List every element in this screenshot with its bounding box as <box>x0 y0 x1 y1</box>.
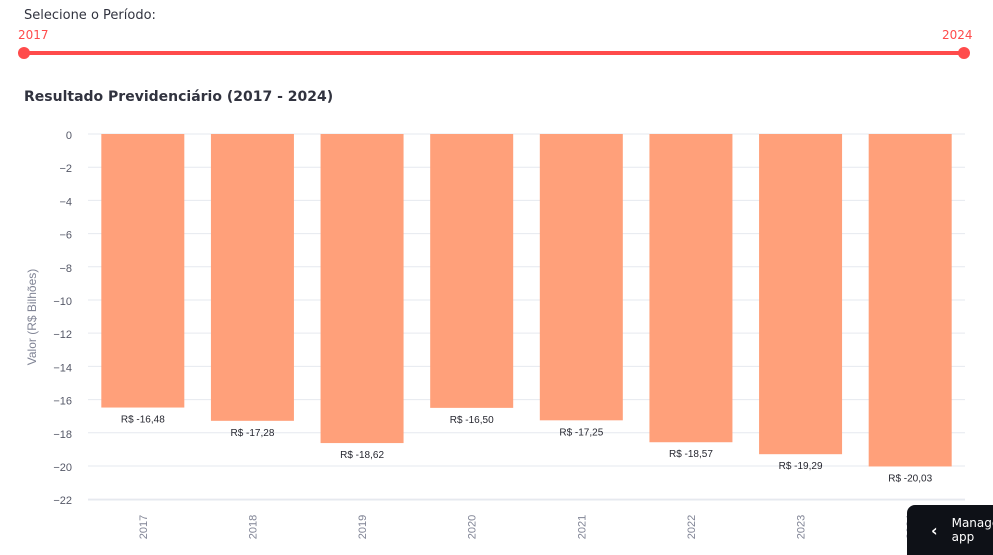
slider-label: Selecione o Período: <box>24 8 156 23</box>
y-tick-label: −2 <box>59 163 72 175</box>
y-tick-label: 0 <box>66 130 72 142</box>
y-tick-label: −18 <box>53 429 72 441</box>
y-tick-label: −12 <box>53 329 72 341</box>
slider-thumb-end[interactable] <box>958 47 970 59</box>
y-tick-label: −14 <box>53 362 72 374</box>
slider-min-value: 2017 <box>18 28 49 42</box>
data-label: R$ -19,29 <box>779 461 823 472</box>
y-tick-label: −4 <box>59 196 72 208</box>
bar-2024 <box>868 134 952 467</box>
x-tick-label: 2018 <box>247 515 259 539</box>
data-label: R$ -16,50 <box>450 415 494 426</box>
bar-2022 <box>649 134 733 443</box>
bar-2017 <box>101 134 185 408</box>
x-tick-label: 2023 <box>796 515 808 539</box>
manage-app-label: Manage app <box>951 516 993 544</box>
y-tick-label: −16 <box>53 396 72 408</box>
y-tick-label: −10 <box>53 296 72 308</box>
data-label: R$ -18,62 <box>340 450 384 461</box>
data-label: R$ -17,28 <box>230 428 274 439</box>
y-tick-label: −20 <box>53 462 72 474</box>
y-tick-label: −8 <box>59 263 72 275</box>
x-tick-label: 2017 <box>138 515 150 539</box>
bar-2020 <box>430 134 514 408</box>
bar-2018 <box>210 134 294 421</box>
data-label: R$ -17,25 <box>559 427 603 438</box>
chart-title: Resultado Previdenciário (2017 - 2024) <box>24 89 334 105</box>
y-axis-title: Valor (R$ Bilhões) <box>25 269 39 365</box>
bar-2023 <box>759 134 843 455</box>
data-label: R$ -16,48 <box>121 415 165 426</box>
slider-thumb-start[interactable] <box>18 47 30 59</box>
x-tick-label: 2020 <box>467 515 479 539</box>
x-tick-label: 2021 <box>576 515 588 539</box>
y-tick-label: −22 <box>53 495 72 507</box>
period-slider-track[interactable] <box>24 51 964 55</box>
slider-max-value: 2024 <box>942 28 973 42</box>
y-tick-label: −6 <box>59 230 72 242</box>
data-label: R$ -18,57 <box>669 449 713 460</box>
manage-app-button[interactable]: ‹ Manage app <box>907 505 993 555</box>
chevron-left-icon: ‹ <box>931 520 938 540</box>
x-tick-label: 2022 <box>686 515 698 539</box>
bar-2021 <box>539 134 623 421</box>
bar-2019 <box>320 134 404 444</box>
x-tick-label: 2019 <box>357 515 369 539</box>
data-label: R$ -20,03 <box>888 473 932 484</box>
